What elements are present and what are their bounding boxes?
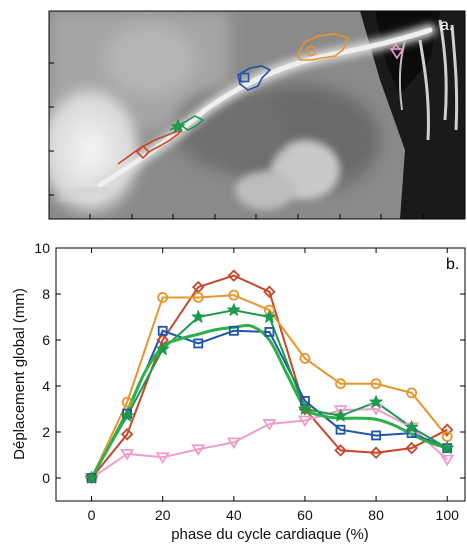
star-marker: [84, 470, 99, 485]
square-marker: [371, 430, 381, 441]
triangle-down-marker-icon: [389, 48, 405, 60]
star-marker: [333, 408, 348, 423]
y-tick-label: 2: [42, 424, 50, 440]
series-layer: [84, 269, 455, 485]
circle-marker: [335, 378, 346, 390]
square-marker: [193, 338, 204, 349]
trajectory-green: [169, 115, 205, 133]
star-marker: [119, 408, 135, 423]
star-marker-icon: [170, 119, 186, 133]
series-line-pink: [91, 407, 448, 479]
diamond-marker: [120, 428, 134, 441]
x-axis-label: phase du cycle cardiaque (%): [171, 526, 369, 543]
star-marker: [190, 309, 206, 324]
image-tick-marks: [49, 62, 424, 219]
triangle-down-marker: [120, 448, 135, 461]
panel-a-label: a.: [440, 17, 453, 34]
star-marker: [404, 419, 419, 434]
star-marker: [297, 401, 313, 416]
x-tick-label: 20: [155, 507, 171, 523]
trajectory-orange: [296, 33, 350, 61]
y-axis-label: Déplacement global (mm): [11, 288, 28, 460]
circle-marker: [406, 387, 418, 399]
circle-marker: [157, 292, 169, 303]
star-marker: [368, 394, 384, 409]
circle-marker: [121, 396, 133, 408]
y-tick-label: 4: [42, 378, 50, 394]
circle-marker: [370, 378, 382, 390]
y-tick-label: 6: [42, 332, 50, 348]
diamond-marker-icon: [135, 144, 151, 160]
x-axis: 0 20 40 60 80 100: [88, 248, 459, 523]
diamond-marker: [405, 441, 418, 455]
star-marker: [262, 309, 277, 324]
diamond-marker: [369, 446, 383, 459]
diamond-marker: [440, 423, 454, 436]
square-marker: [228, 325, 239, 336]
y-axis: 0 2 4 6 8 10: [34, 240, 465, 486]
x-tick-label: 60: [297, 507, 313, 523]
displacement-chart: 0 2 4 6 8 10 0 20 40 60 80 100 phase du cycle card…: [11, 240, 466, 543]
series-markers-green: [84, 302, 455, 485]
diamond-marker: [263, 285, 276, 298]
plot-frame: [55, 247, 466, 502]
triangle-down-marker: [191, 444, 206, 456]
series-line-blue: [90, 329, 448, 479]
fit-curve: [90, 323, 448, 479]
y-tick-label: 10: [34, 240, 50, 256]
y-tick-label: 0: [42, 470, 50, 486]
circle-marker: [299, 352, 311, 364]
triangle-down-marker: [440, 454, 455, 467]
star-marker: [155, 341, 171, 356]
diamond-marker: [334, 444, 347, 457]
ct-image-panel: a.: [48, 10, 466, 220]
triangle-down-marker: [333, 405, 348, 417]
star-marker: [439, 440, 455, 455]
triangle-down-marker: [297, 415, 313, 428]
diamond-marker: [227, 269, 241, 282]
x-tick-label: 80: [368, 507, 384, 523]
trajectory-red: [117, 129, 183, 165]
circle-marker: [228, 289, 240, 301]
x-tick-label: 40: [226, 507, 242, 523]
star-marker: [226, 302, 242, 317]
y-tick-label: 8: [42, 286, 50, 302]
triangle-down-marker: [226, 437, 241, 450]
x-tick-label: 100: [436, 507, 460, 523]
circle-marker: [192, 292, 204, 303]
trajectory-pink: [389, 42, 405, 60]
square-marker-icon: [239, 72, 250, 83]
trajectory-blue: [237, 65, 272, 91]
triangle-down-marker: [262, 419, 277, 431]
panel-b-label: b.: [446, 256, 459, 273]
square-marker: [335, 424, 346, 435]
square-marker: [264, 327, 275, 337]
square-marker: [157, 325, 168, 336]
ct-image: [49, 11, 465, 219]
circle-marker-icon: [305, 45, 317, 57]
x-tick-label: 0: [88, 507, 96, 523]
triangle-down-marker: [155, 452, 170, 465]
